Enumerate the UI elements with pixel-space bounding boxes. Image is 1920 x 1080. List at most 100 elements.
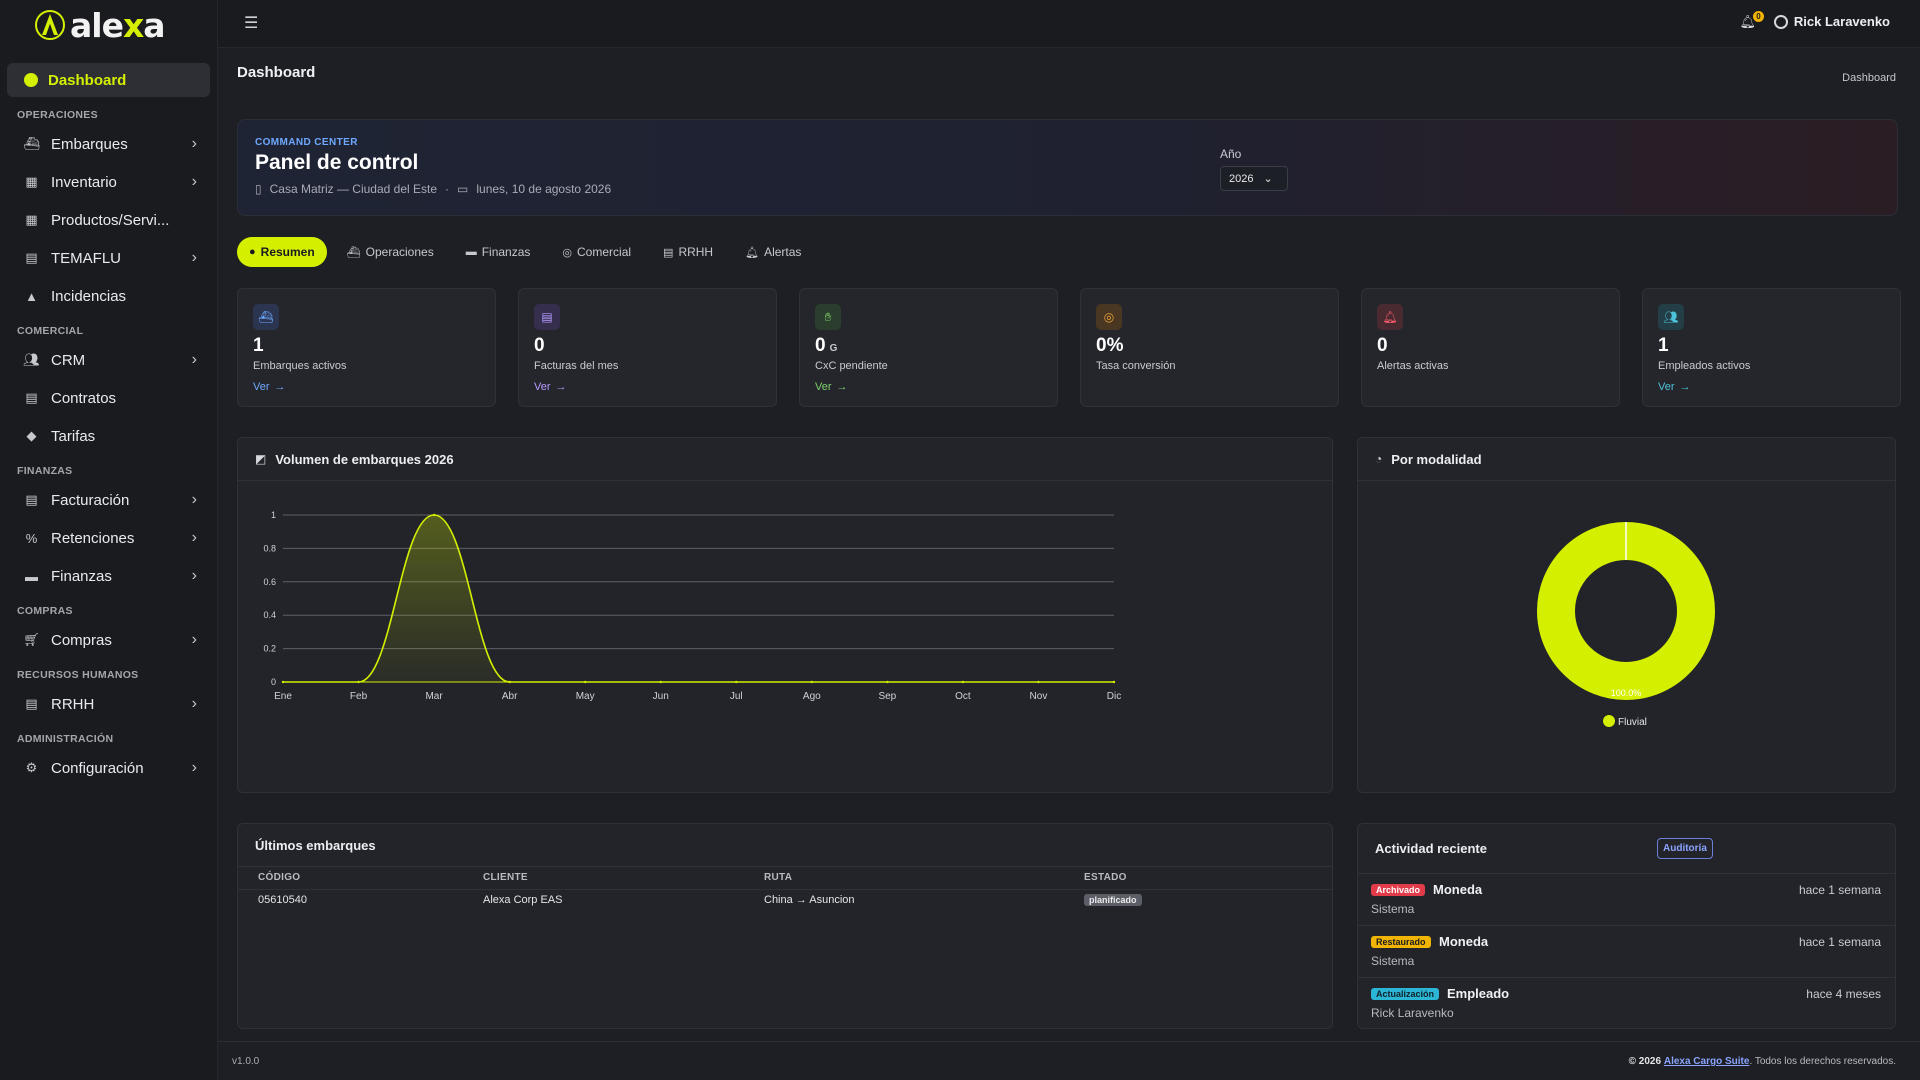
ship-icon: ⛴ — [253, 304, 279, 330]
chevron-right-icon: › — [191, 759, 197, 776]
tag-icon: ◆ — [26, 428, 37, 443]
sidebar-item-incidencias[interactable]: ▲ Incidencias — [0, 277, 217, 315]
sidebar-item-compras[interactable]: 🛒︎ Compras › — [0, 621, 217, 659]
breadcrumb: Dashboard — [1842, 72, 1896, 84]
kpi-value: 1 — [1658, 335, 1669, 357]
sidebar-item-configuracion[interactable]: ⚙ Configuración › — [0, 749, 217, 787]
data-point — [281, 680, 285, 684]
year-value: 2026 — [1229, 172, 1254, 185]
kpi-view-link[interactable]: Ver → — [1658, 381, 1691, 393]
kpi-value-text: 1 — [1658, 335, 1669, 356]
year-select[interactable]: 2026 ⌄ — [1220, 166, 1288, 191]
invoice-icon: ▤ — [534, 304, 560, 330]
data-point — [886, 680, 889, 684]
sidebar-item-facturacion[interactable]: ▤ Facturación › — [0, 481, 217, 519]
tab-operaciones[interactable]: ⛴ Operaciones — [335, 237, 446, 267]
tab-label: RRHH — [678, 245, 714, 259]
kpi-view-link[interactable]: Ver → — [815, 381, 848, 393]
page-title: Dashboard — [237, 64, 316, 81]
sidebar-section-title: OPERACIONES — [17, 109, 98, 121]
y-tick-label: 0.4 — [263, 610, 276, 620]
user-menu[interactable]: Rick Laravenko — [1773, 14, 1890, 29]
x-tick-label: Jun — [653, 691, 669, 702]
column-header-ruta: RUTA — [744, 867, 1064, 890]
sidebar-item-retenciones[interactable]: % Retenciones › — [0, 519, 217, 557]
wallet-icon: ▬ — [465, 246, 477, 258]
sidebar-item-label: Productos/Servi... — [51, 211, 170, 229]
sidebar-section-title: ADMINISTRACIÓN — [17, 733, 114, 745]
sidebar-item-rrhh[interactable]: ▤ RRHH › — [0, 685, 217, 723]
activity-time: hace 1 semana — [1798, 883, 1881, 897]
tab-resumen[interactable]: ● Resumen — [237, 237, 327, 267]
ship-icon: ⛴ — [23, 136, 40, 151]
suite-link[interactable]: Alexa Cargo Suite — [1663, 1056, 1750, 1067]
boxes-icon: ▦ — [25, 174, 38, 189]
sidebar-item-productos-servi[interactable]: ▦ Productos/Servi... — [0, 201, 217, 239]
shipment-code-link[interactable]: 05610540 — [258, 894, 307, 907]
tab-label: Comercial — [577, 245, 632, 259]
activity-item[interactable]: Restaurado Moneda Sistema hace 1 semana — [1358, 926, 1895, 978]
arrow-right-icon: → — [836, 381, 848, 393]
activity-item[interactable]: Actualización Empleado Rick Laravenko hace … — [1358, 978, 1895, 1028]
tab-finanzas[interactable]: ▬ Finanzas — [454, 237, 543, 267]
kpi-card-tasa-conversion: ◎ 0% Tasa conversión — [1080, 288, 1339, 407]
activity-time: hace 4 meses — [1806, 987, 1881, 1001]
card-title: Volumen de embarques 2026 — [275, 451, 454, 467]
audit-button[interactable]: Auditoría — [1657, 838, 1713, 859]
sidebar-item-crm[interactable]: 👥︎ CRM › — [0, 341, 217, 379]
modality-chart-card: ◔ Por modalidad 100.0% Fluvial — [1357, 437, 1896, 793]
data-point — [659, 680, 662, 684]
sidebar-item-inventario[interactable]: ▦ Inventario › — [0, 163, 217, 201]
kpi-view-link[interactable]: Ver → — [253, 381, 286, 393]
kpi-value-text: 0 — [815, 335, 826, 356]
app-version: v1.0.0 — [232, 1056, 260, 1067]
x-tick-label: Jul — [730, 691, 743, 702]
sidebar-item-label: Contratos — [51, 389, 117, 407]
sidebar-item-label: TEMAFLU — [51, 249, 122, 267]
hero-title: Panel de control — [255, 151, 419, 174]
sidebar-item-finanzas[interactable]: ▬ Finanzas › — [0, 557, 217, 595]
sidebar-item-label: Tarifas — [51, 427, 96, 445]
sidebar-item-dashboard[interactable]: Dashboard — [7, 63, 210, 97]
kpi-label: Tasa conversión — [1096, 360, 1176, 372]
id-badge-icon: ▤ — [25, 250, 38, 265]
kpi-unit: G — [829, 343, 838, 354]
sidebar-item-label: Retenciones — [51, 529, 135, 547]
building-icon: ▯ — [255, 182, 262, 196]
activity-badge: Restaurado — [1371, 936, 1431, 948]
x-tick-label: Ene — [274, 691, 292, 702]
kpi-view-link[interactable]: Ver → — [534, 381, 567, 393]
legend-label: Fluvial — [1618, 717, 1647, 728]
sidebar-section-title: FINANZAS — [17, 465, 73, 477]
sidebar-item-tarifas[interactable]: ◆ Tarifas — [0, 417, 217, 455]
sidebar-item-temaflu[interactable]: ▤ TEMAFLU › — [0, 239, 217, 277]
logo[interactable]: alexa — [0, 0, 217, 50]
sidebar-item-contratos[interactable]: ▤ Contratos — [0, 379, 217, 417]
kpi-value: 1 — [253, 335, 264, 357]
activity-item[interactable]: Archivado Moneda Sistema hace 1 semana — [1358, 874, 1895, 926]
recent-activity-card: Actividad reciente Auditoría Archivado Mo… — [1357, 823, 1896, 1029]
x-tick-label: Ago — [803, 691, 821, 702]
percent-icon: % — [25, 530, 38, 546]
copyright-suffix: . Todos los derechos reservados. — [1749, 1056, 1896, 1067]
sidebar-item-label: Facturación — [51, 491, 130, 509]
data-point — [1112, 680, 1116, 684]
tab-rrhh[interactable]: ▤ RRHH — [651, 237, 725, 267]
tab-comercial[interactable]: ◎ Comercial — [550, 237, 643, 267]
hand-money-icon: ✋︎ — [815, 304, 841, 330]
notifications-button[interactable]: 🔔︎ 0 — [1739, 11, 1764, 30]
id-badge-icon: ▤ — [25, 696, 38, 711]
tab-alertas[interactable]: 🔔︎ Alertas — [733, 237, 813, 267]
kpi-view-label: Ver — [1658, 381, 1675, 393]
chevron-right-icon: › — [191, 351, 197, 368]
x-tick-label: Nov — [1030, 691, 1048, 702]
sidebar-item-embarques[interactable]: ⛴ Embarques › — [0, 125, 217, 163]
menu-toggle-icon[interactable]: ☰ — [244, 15, 259, 32]
chevron-right-icon: › — [191, 135, 197, 152]
kpi-value-text: 0 — [1377, 335, 1388, 356]
slice-value-label: 100.0% — [1611, 688, 1642, 698]
notification-count-badge: 0 — [1753, 11, 1764, 22]
table-row[interactable]: 05610540 Alexa Corp EAS China → Asuncion pl… — [238, 889, 1332, 911]
kpi-label: Alertas activas — [1377, 360, 1449, 372]
